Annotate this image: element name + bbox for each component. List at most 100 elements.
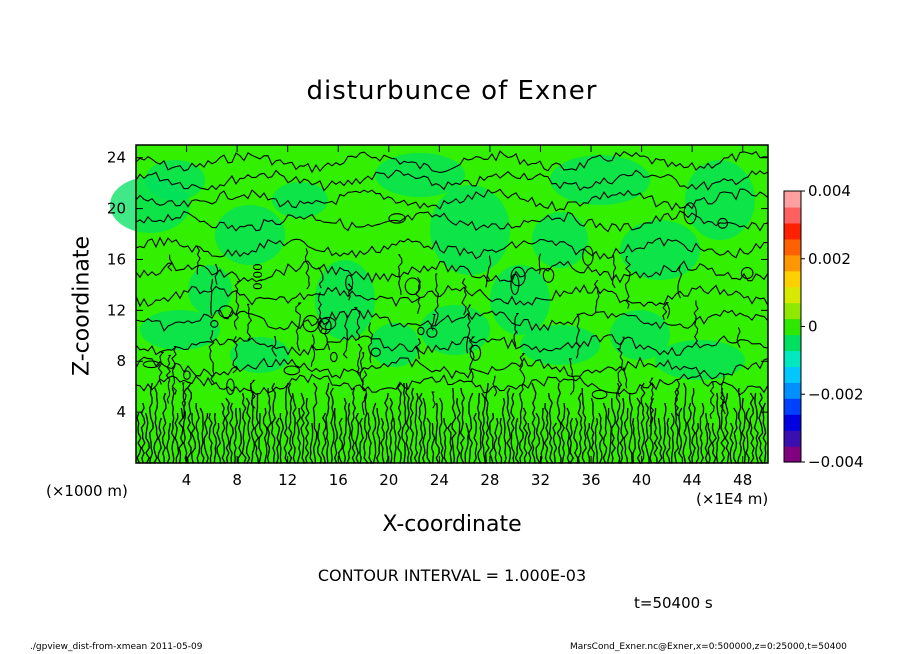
contour-loop xyxy=(318,316,337,331)
colorbar-label: 0 xyxy=(808,318,818,336)
contour-line xyxy=(182,387,188,464)
colorbar-segment xyxy=(784,398,801,415)
contour-line xyxy=(434,273,439,327)
time-label: t=50400 s xyxy=(634,594,713,612)
y-tick-label: 12 xyxy=(107,301,126,319)
contour-line xyxy=(287,382,293,464)
contour-line xyxy=(670,412,675,464)
contour-lines xyxy=(135,150,769,464)
contour-line xyxy=(426,417,432,464)
contour-line xyxy=(497,417,503,464)
contour-loop xyxy=(510,266,526,287)
y-tick-label: 20 xyxy=(107,200,126,218)
contour-line xyxy=(310,334,316,367)
contour-line xyxy=(501,397,507,464)
contour-loop xyxy=(426,327,438,338)
contour-line xyxy=(135,260,769,284)
footer-left: ./gpview_dist-from-xmean 2011-05-09 xyxy=(30,642,203,652)
colorbar-segment xyxy=(784,191,801,208)
contour-line xyxy=(451,387,457,464)
contour-loop xyxy=(582,245,594,266)
contour-line xyxy=(212,412,218,464)
contour-line xyxy=(253,393,260,464)
contour-line xyxy=(346,402,352,464)
negative-region xyxy=(685,160,755,240)
contour-line xyxy=(656,417,663,464)
contour-line xyxy=(459,387,466,464)
contour-line xyxy=(619,336,625,350)
contour-line xyxy=(691,387,696,464)
y-tick-label: 24 xyxy=(107,149,126,167)
contour-line xyxy=(757,392,764,464)
chart-title: disturbunce of Exner xyxy=(306,76,598,106)
contour-line xyxy=(665,417,671,464)
x-tick-label: 44 xyxy=(683,471,702,489)
contour-line xyxy=(590,397,595,464)
contour-line xyxy=(325,382,330,464)
contour-line xyxy=(649,377,655,427)
contour-loop xyxy=(542,267,555,283)
y-axis-label: Z-coordinate xyxy=(69,236,95,376)
x-tick-label: 16 xyxy=(329,471,348,489)
contour-line xyxy=(415,338,421,360)
contour-line xyxy=(472,412,478,464)
contour-line xyxy=(430,313,436,331)
contour-line xyxy=(135,373,769,396)
contour-line xyxy=(249,379,256,409)
contour-line xyxy=(135,210,769,233)
contour-line xyxy=(190,412,196,464)
contour-line xyxy=(624,256,631,309)
colorbar-segment xyxy=(784,254,801,272)
negative-region xyxy=(490,265,550,335)
contour-line xyxy=(485,382,490,464)
contour-interval: CONTOUR INTERVAL = 1.000E-03 xyxy=(317,566,587,585)
contour-loop xyxy=(226,378,235,395)
x-unit-left: (×1000 m) xyxy=(46,482,128,500)
contour-line xyxy=(135,334,769,357)
contour-line xyxy=(157,351,165,385)
contour-line xyxy=(199,407,205,464)
contour-line xyxy=(636,397,642,464)
colorbar-segment xyxy=(784,206,801,224)
contour-line xyxy=(749,392,755,464)
contour-line xyxy=(435,402,440,464)
contour-line xyxy=(275,417,281,464)
contour-label: 0.00 xyxy=(251,263,265,290)
contour-line xyxy=(170,387,176,464)
contour-line xyxy=(674,379,680,417)
contour-line xyxy=(389,397,394,464)
contour-line xyxy=(181,382,187,420)
contour-line xyxy=(535,412,542,464)
contour-line xyxy=(431,391,436,409)
contour-line xyxy=(157,417,162,464)
contour-line xyxy=(145,412,151,464)
contour-loop xyxy=(417,326,425,336)
contour-line xyxy=(380,417,385,464)
contour-loop xyxy=(218,305,234,319)
contour-line xyxy=(468,336,476,382)
contour-line xyxy=(531,382,537,464)
contour-line xyxy=(519,352,526,394)
contour-line xyxy=(359,352,365,386)
negative-region xyxy=(188,265,232,315)
negative-region xyxy=(215,205,285,265)
contour-line xyxy=(674,387,680,464)
negative-region xyxy=(145,160,205,200)
x-tick-label: 28 xyxy=(480,471,499,489)
contour-line xyxy=(602,402,608,464)
contour-line xyxy=(174,412,180,464)
negative-region xyxy=(230,337,290,373)
contour-line xyxy=(622,367,628,389)
x-tick-label: 32 xyxy=(531,471,550,489)
contour-line xyxy=(762,402,767,464)
contour-line xyxy=(136,412,142,464)
contour-line xyxy=(148,382,154,464)
colorbar-label: −0.002 xyxy=(808,385,864,403)
contour-line xyxy=(568,358,575,396)
contour-line xyxy=(753,392,759,464)
colorbar-label: 0.002 xyxy=(808,250,851,268)
contour-line xyxy=(186,382,192,464)
contour-line xyxy=(560,402,566,464)
contour-line xyxy=(228,402,234,464)
